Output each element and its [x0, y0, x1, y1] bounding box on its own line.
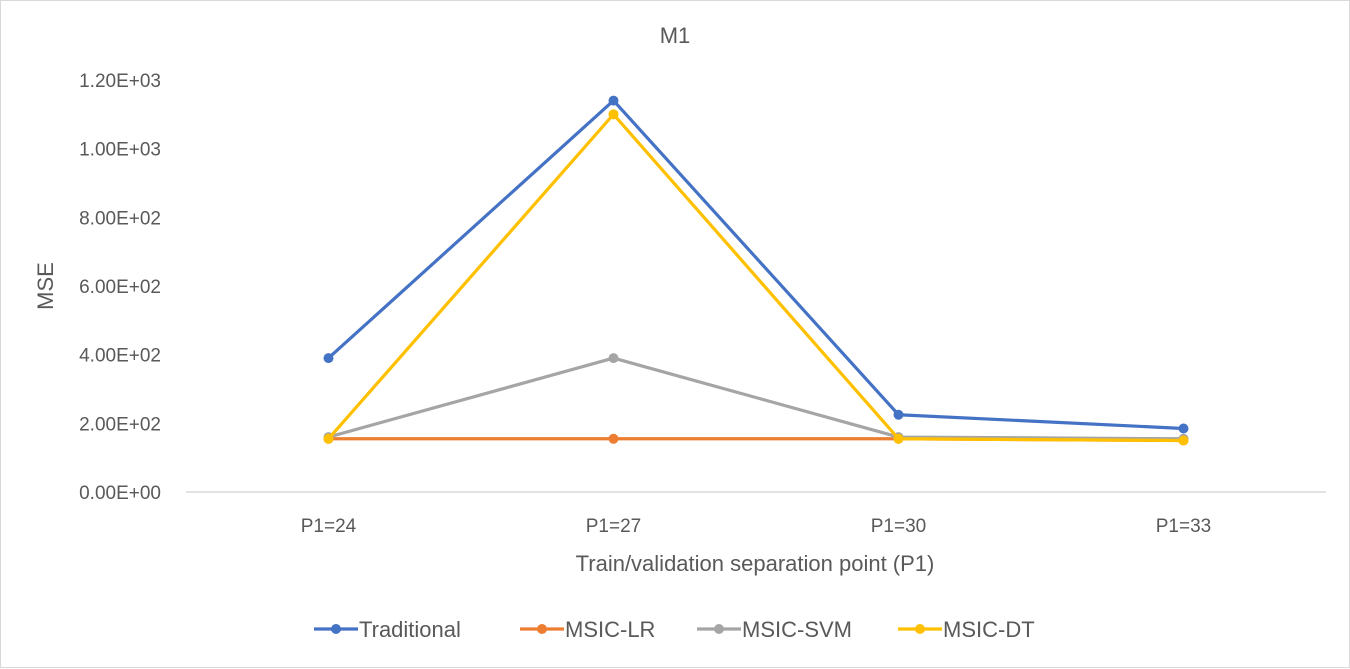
series-layer [323, 95, 1189, 446]
y-tick-label: 1.20E+03 [79, 71, 161, 92]
y-tick-label: 8.00E+02 [79, 208, 161, 229]
data-point [608, 433, 619, 444]
data-point [1178, 423, 1189, 434]
legend-marker [537, 624, 547, 634]
x-tick-label: P1=27 [586, 516, 641, 537]
y-tick-label: 4.00E+02 [79, 346, 161, 367]
series-line [326, 98, 1186, 431]
chart-title: M1 [660, 23, 691, 48]
legend-marker [915, 624, 925, 634]
y-tick-label: 2.00E+02 [79, 414, 161, 435]
series-msic-svm [323, 353, 1189, 444]
x-tick-label: P1=24 [301, 516, 357, 537]
legend: Traditional MSIC-LR MSIC-SVM MSIC-DT [314, 617, 1035, 642]
y-tick-label: 0.00E+00 [79, 483, 161, 504]
legend-item: Traditional [314, 617, 461, 642]
legend-label: MSIC-SVM [742, 617, 852, 642]
data-point [1178, 435, 1189, 446]
data-point [608, 95, 619, 106]
x-tick-label: P1=33 [1156, 516, 1211, 537]
x-tick-label: P1=30 [871, 516, 926, 537]
x-axis-title: Train/validation separation point (P1) [576, 551, 935, 576]
legend-item: MSIC-SVM [697, 617, 852, 642]
x-axis-ticks: P1=24 P1=27 P1=30 P1=33 [301, 516, 1211, 537]
legend-marker [331, 624, 341, 634]
data-point [323, 353, 334, 364]
data-point [608, 109, 619, 120]
legend-label: Traditional [359, 617, 461, 642]
legend-label: MSIC-LR [565, 617, 655, 642]
data-point [893, 433, 904, 444]
series-msic-dt [323, 109, 1189, 446]
series-line [326, 356, 1186, 441]
data-point [893, 409, 904, 420]
series-traditional [323, 95, 1189, 434]
data-point [323, 433, 334, 444]
legend-item: MSIC-DT [898, 617, 1035, 642]
legend-label: MSIC-DT [943, 617, 1035, 642]
y-axis-ticks: 0.00E+00 2.00E+02 4.00E+02 6.00E+02 8.00E+02… [79, 71, 161, 504]
data-point [608, 353, 619, 364]
legend-item: MSIC-LR [520, 617, 655, 642]
y-axis-title: MSE [33, 262, 58, 310]
legend-marker [714, 624, 724, 634]
y-tick-label: 6.00E+02 [79, 277, 161, 298]
y-tick-label: 1.00E+03 [79, 140, 161, 161]
series-line [326, 112, 1186, 443]
